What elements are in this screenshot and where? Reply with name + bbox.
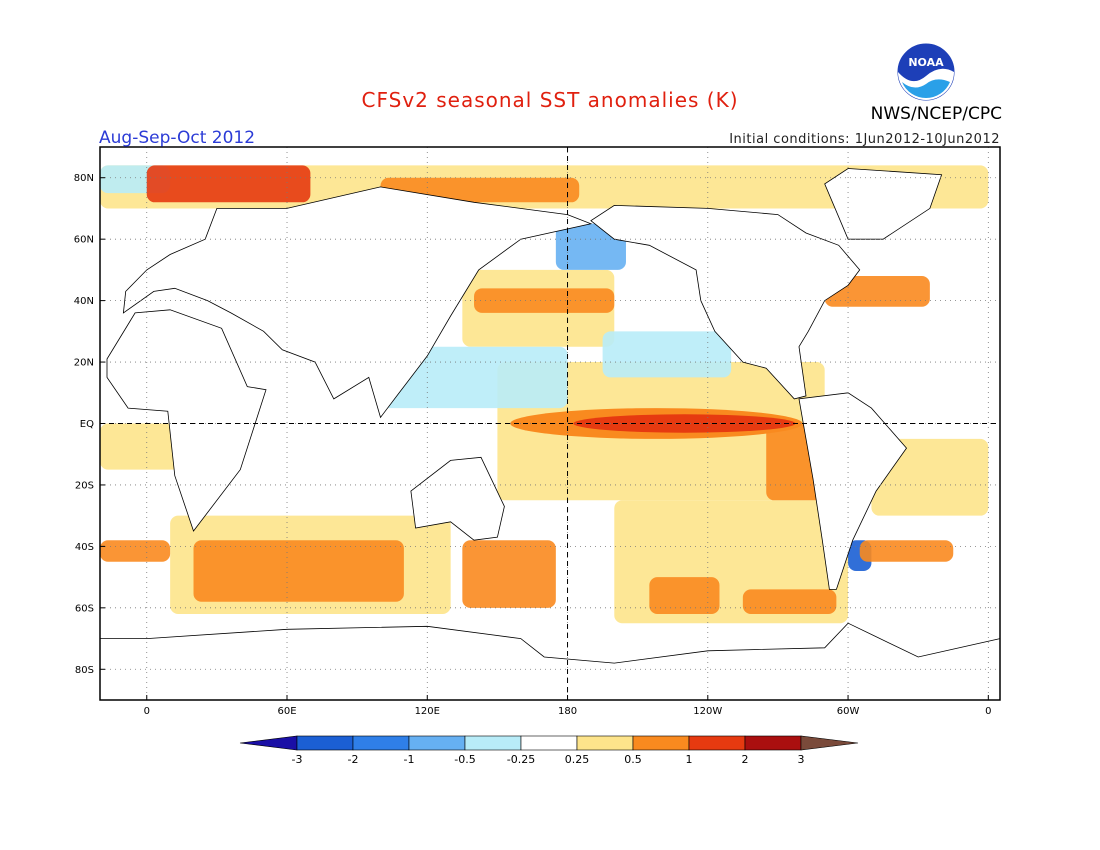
colorbar-segment — [297, 736, 353, 750]
colorbar-label: 2 — [742, 753, 749, 766]
colorbar-label: -2 — [348, 753, 359, 766]
colorbar: -3 -2 -1 -0.5 -0.25 0.25 0.5 1 2 3 — [0, 0, 1100, 850]
colorbar-label: -0.25 — [507, 753, 535, 766]
colorbar-label: 0.25 — [565, 753, 590, 766]
colorbar-segment — [521, 736, 577, 750]
colorbar-segment — [689, 736, 745, 750]
colorbar-segment — [409, 736, 465, 750]
colorbar-segment — [465, 736, 521, 750]
colorbar-segment — [577, 736, 633, 750]
colorbar-segment — [353, 736, 409, 750]
colorbar-segment — [745, 736, 801, 750]
colorbar-label: 0.5 — [624, 753, 642, 766]
colorbar-label: -1 — [404, 753, 415, 766]
colorbar-segment — [633, 736, 689, 750]
colorbar-label: 3 — [798, 753, 805, 766]
colorbar-label: -3 — [292, 753, 303, 766]
colorbar-label: -0.5 — [454, 753, 475, 766]
colorbar-end-high — [801, 736, 858, 750]
colorbar-end-low — [240, 736, 297, 750]
colorbar-label: 1 — [686, 753, 693, 766]
